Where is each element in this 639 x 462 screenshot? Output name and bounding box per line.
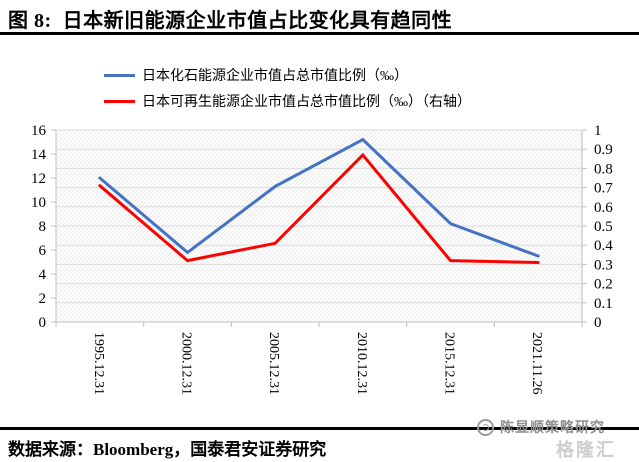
right-axis-tick-label: 0.1 xyxy=(594,296,613,312)
series-line-renewable xyxy=(98,152,540,264)
figure-title: 图 8: 日本新旧能源企业市值占比变化具有趋同性 xyxy=(8,10,453,32)
x-axis-category-label: 2000.12.31 xyxy=(179,332,194,395)
right-axis-tick-label: 0.9 xyxy=(594,142,613,158)
gelonghui-logo: 格隆汇 xyxy=(556,440,616,460)
footer-divider xyxy=(0,427,639,430)
left-axis-tick-label: 8 xyxy=(39,219,47,235)
data-source-note: 数据来源：Bloomberg，国泰君安证券研究 xyxy=(8,440,327,459)
left-axis-tick-label: 4 xyxy=(39,267,47,283)
right-axis-tick-label: 1 xyxy=(594,123,602,139)
title-divider xyxy=(0,32,639,35)
legend-label-renewable: 日本可再生能源企业市值占总市值比例（‰）（右轴） xyxy=(142,95,471,110)
dual-axis-line-chart: 0 2 4 6 8 10 12 14 16 0 0.1 0.2 0.3 0.4 0.5 0.6 0.7 0.8 0.… xyxy=(31,123,613,395)
legend-line-swatch-blue xyxy=(104,73,135,77)
x-axis-category-label: 2010.12.31 xyxy=(354,332,369,395)
legend-line-swatch-red xyxy=(104,99,135,103)
x-axis-category-label: 2005.12.31 xyxy=(266,332,281,395)
left-axis-tick-label: 12 xyxy=(31,171,46,187)
right-axis-tick-label: 0.6 xyxy=(594,200,613,216)
left-axis-tick-label: 14 xyxy=(31,147,47,163)
left-axis-tick-label: 6 xyxy=(39,243,47,259)
right-axis-tick-label: 0.8 xyxy=(594,161,613,177)
x-axis-category-label: 1995.12.31 xyxy=(91,332,106,395)
watermark: 陈显顺策略研究 xyxy=(477,417,605,437)
right-axis-tick-label: 0.4 xyxy=(594,238,613,254)
left-axis-tick-label: 0 xyxy=(39,315,47,331)
x-axis-category-label: 2015.12.31 xyxy=(442,332,457,395)
right-axis-tick-label: 0.2 xyxy=(594,277,613,293)
legend-label-fossil: 日本化石能源企业市值占总市值比例（‰） xyxy=(142,69,408,84)
right-axis-tick-label: 0 xyxy=(594,315,602,331)
left-axis-tick-label: 2 xyxy=(39,291,47,307)
left-axis-tick-label: 16 xyxy=(31,123,47,139)
series-line-fossil xyxy=(98,137,540,258)
right-axis-tick-label: 0.3 xyxy=(594,257,613,273)
watermark-circle-icon xyxy=(477,418,494,436)
left-axis-tick-label: 10 xyxy=(31,195,46,211)
right-axis-tick-label: 0.5 xyxy=(594,219,613,235)
chart-legend: 日本化石能源企业市值占总市值比例（‰） 日本可再生能源企业市值占总市值比例（‰）… xyxy=(104,62,471,114)
legend-item-renewable: 日本可再生能源企业市值占总市值比例（‰）（右轴） xyxy=(104,88,471,114)
x-axis-category-label: 2021.11.26 xyxy=(529,332,544,394)
right-axis-tick-label: 0.7 xyxy=(594,181,613,197)
watermark-text: 陈显顺策略研究 xyxy=(500,421,605,436)
legend-item-fossil: 日本化石能源企业市值占总市值比例（‰） xyxy=(104,62,471,88)
